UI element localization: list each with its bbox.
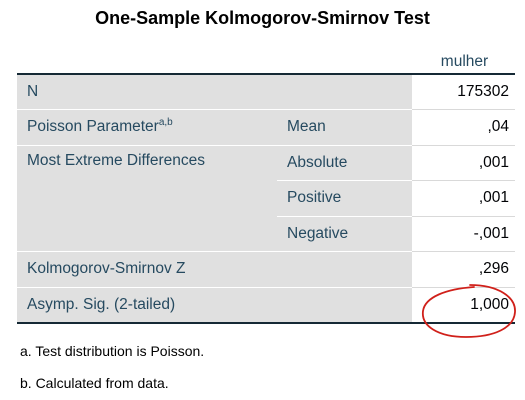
row-extreme-negative: Negative -,001 — [17, 215, 515, 252]
value-ks-z: ,296 — [412, 251, 515, 287]
header-corner-cell — [277, 50, 412, 75]
sublabel-positive: Positive — [277, 180, 412, 216]
row-label-extreme: Most Extreme Differences — [17, 144, 277, 252]
ks-test-table: mulher N 175302 Poisson Parametera,b Mea… — [17, 50, 515, 324]
row-label-ks-z: Kolmogorov-Smirnov Z — [17, 251, 412, 287]
column-header-mulher: mulher — [412, 50, 515, 75]
value-positive: ,001 — [412, 180, 515, 216]
poisson-label-text: Poisson Parameter — [27, 118, 159, 136]
value-negative: -,001 — [412, 215, 515, 252]
sublabel-mean: Mean — [277, 109, 412, 145]
row-poisson-mean: Poisson Parametera,b Mean ,04 — [17, 109, 515, 145]
table-header-row: mulher — [17, 50, 515, 75]
table-title: One-Sample Kolmogorov-Smirnov Test — [95, 8, 430, 28]
row-asymp-sig: Asymp. Sig. (2-tailed) 1,000 — [17, 286, 515, 324]
row-label-n: N — [17, 74, 412, 110]
footnote-superscript: a,b — [158, 117, 173, 129]
row-extreme-absolute: Most Extreme Differences Absolute ,001 — [17, 144, 515, 252]
header-corner-cell — [17, 50, 277, 75]
row-label-poisson: Poisson Parametera,b — [17, 109, 277, 145]
value-asymp-sig: 1,000 — [412, 286, 515, 324]
row-n: N 175302 — [17, 74, 515, 110]
footnote-a: a. Test distribution is Poisson. — [20, 343, 205, 359]
row-label-asymp-sig: Asymp. Sig. (2-tailed) — [17, 286, 412, 324]
value-absolute: ,001 — [412, 144, 515, 181]
value-n: 175302 — [412, 74, 515, 110]
sublabel-negative: Negative — [277, 215, 412, 252]
value-mean: ,04 — [412, 109, 515, 145]
row-ks-z: Kolmogorov-Smirnov Z ,296 — [17, 251, 515, 287]
sublabel-absolute: Absolute — [277, 144, 412, 181]
footnote-b: b. Calculated from data. — [20, 375, 169, 391]
row-extreme-positive: Positive ,001 — [17, 180, 515, 216]
